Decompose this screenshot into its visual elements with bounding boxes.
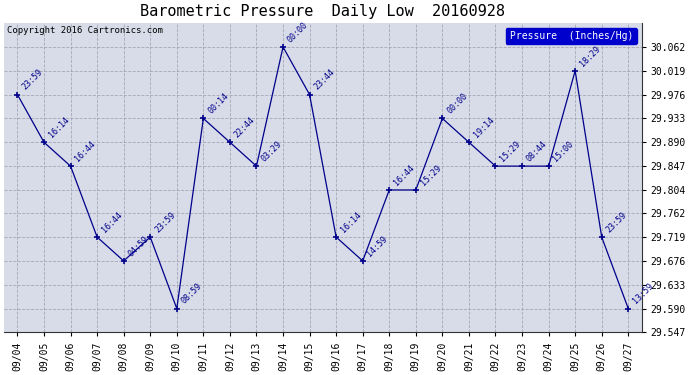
- Text: 15:00: 15:00: [551, 139, 575, 164]
- Text: 13:59: 13:59: [631, 282, 655, 306]
- Text: 15:29: 15:29: [419, 163, 442, 187]
- Text: Copyright 2016 Cartronics.com: Copyright 2016 Cartronics.com: [7, 26, 163, 35]
- Text: 08:59: 08:59: [179, 282, 204, 306]
- Text: 23:59: 23:59: [604, 210, 629, 234]
- Text: 16:14: 16:14: [339, 210, 363, 234]
- Text: 16:14: 16:14: [47, 116, 71, 140]
- Text: 16:44: 16:44: [73, 139, 97, 164]
- Text: 00:00: 00:00: [286, 20, 310, 44]
- Text: 04:59: 04:59: [126, 234, 150, 258]
- Text: 18:29: 18:29: [578, 44, 602, 68]
- Text: 03:29: 03:29: [259, 139, 284, 164]
- Text: 14:59: 14:59: [366, 234, 390, 258]
- Text: 22:44: 22:44: [233, 116, 257, 140]
- Text: 23:59: 23:59: [153, 210, 177, 234]
- Title: Barometric Pressure  Daily Low  20160928: Barometric Pressure Daily Low 20160928: [140, 4, 505, 19]
- Text: 23:59: 23:59: [20, 68, 44, 92]
- Text: 15:29: 15:29: [498, 139, 522, 164]
- Text: 23:44: 23:44: [313, 68, 337, 92]
- Text: 16:44: 16:44: [392, 163, 416, 187]
- Text: 00:14: 00:14: [206, 92, 230, 116]
- Text: 08:44: 08:44: [525, 139, 549, 164]
- Text: 00:00: 00:00: [445, 92, 469, 116]
- Text: 19:14: 19:14: [472, 116, 495, 140]
- Legend: Pressure  (Inches/Hg): Pressure (Inches/Hg): [506, 28, 637, 44]
- Text: 16:44: 16:44: [100, 210, 124, 234]
